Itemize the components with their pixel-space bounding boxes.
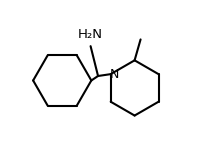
Text: H₂N: H₂N	[77, 28, 102, 41]
Text: N: N	[110, 68, 119, 81]
